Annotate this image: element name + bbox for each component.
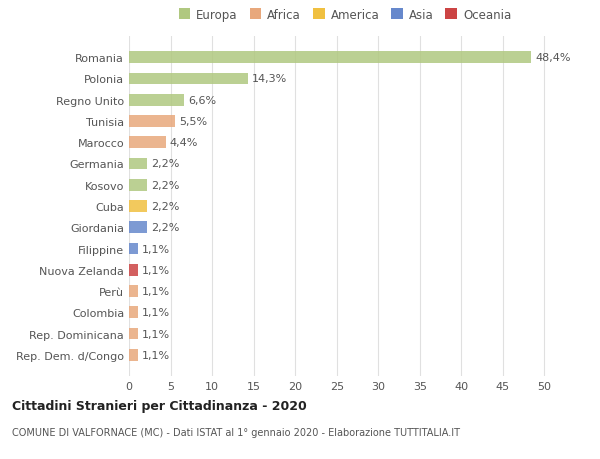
- Text: 2,2%: 2,2%: [151, 202, 180, 212]
- Legend: Europa, Africa, America, Asia, Oceania: Europa, Africa, America, Asia, Oceania: [176, 6, 514, 24]
- Bar: [129, 243, 138, 255]
- Bar: [129, 137, 166, 149]
- Bar: [129, 222, 147, 234]
- Text: COMUNE DI VALFORNACE (MC) - Dati ISTAT al 1° gennaio 2020 - Elaborazione TUTTITA: COMUNE DI VALFORNACE (MC) - Dati ISTAT a…: [12, 427, 460, 437]
- Text: 48,4%: 48,4%: [535, 53, 571, 63]
- Text: 2,2%: 2,2%: [151, 180, 180, 190]
- Text: 1,1%: 1,1%: [142, 244, 170, 254]
- Text: 1,1%: 1,1%: [142, 265, 170, 275]
- Bar: [129, 328, 138, 340]
- Bar: [129, 307, 138, 319]
- Bar: [129, 264, 138, 276]
- Text: Cittadini Stranieri per Cittadinanza - 2020: Cittadini Stranieri per Cittadinanza - 2…: [12, 399, 307, 412]
- Bar: [129, 73, 248, 85]
- Text: 1,1%: 1,1%: [142, 308, 170, 318]
- Text: 2,2%: 2,2%: [151, 223, 180, 233]
- Bar: [129, 179, 147, 191]
- Text: 5,5%: 5,5%: [179, 117, 207, 127]
- Text: 1,1%: 1,1%: [142, 329, 170, 339]
- Bar: [129, 95, 184, 106]
- Text: 1,1%: 1,1%: [142, 350, 170, 360]
- Text: 2,2%: 2,2%: [151, 159, 180, 169]
- Bar: [129, 52, 531, 64]
- Text: 6,6%: 6,6%: [188, 95, 216, 106]
- Text: 14,3%: 14,3%: [252, 74, 287, 84]
- Bar: [129, 349, 138, 361]
- Text: 4,4%: 4,4%: [170, 138, 198, 148]
- Bar: [129, 158, 147, 170]
- Text: 1,1%: 1,1%: [142, 286, 170, 297]
- Bar: [129, 201, 147, 213]
- Bar: [129, 285, 138, 297]
- Bar: [129, 116, 175, 128]
